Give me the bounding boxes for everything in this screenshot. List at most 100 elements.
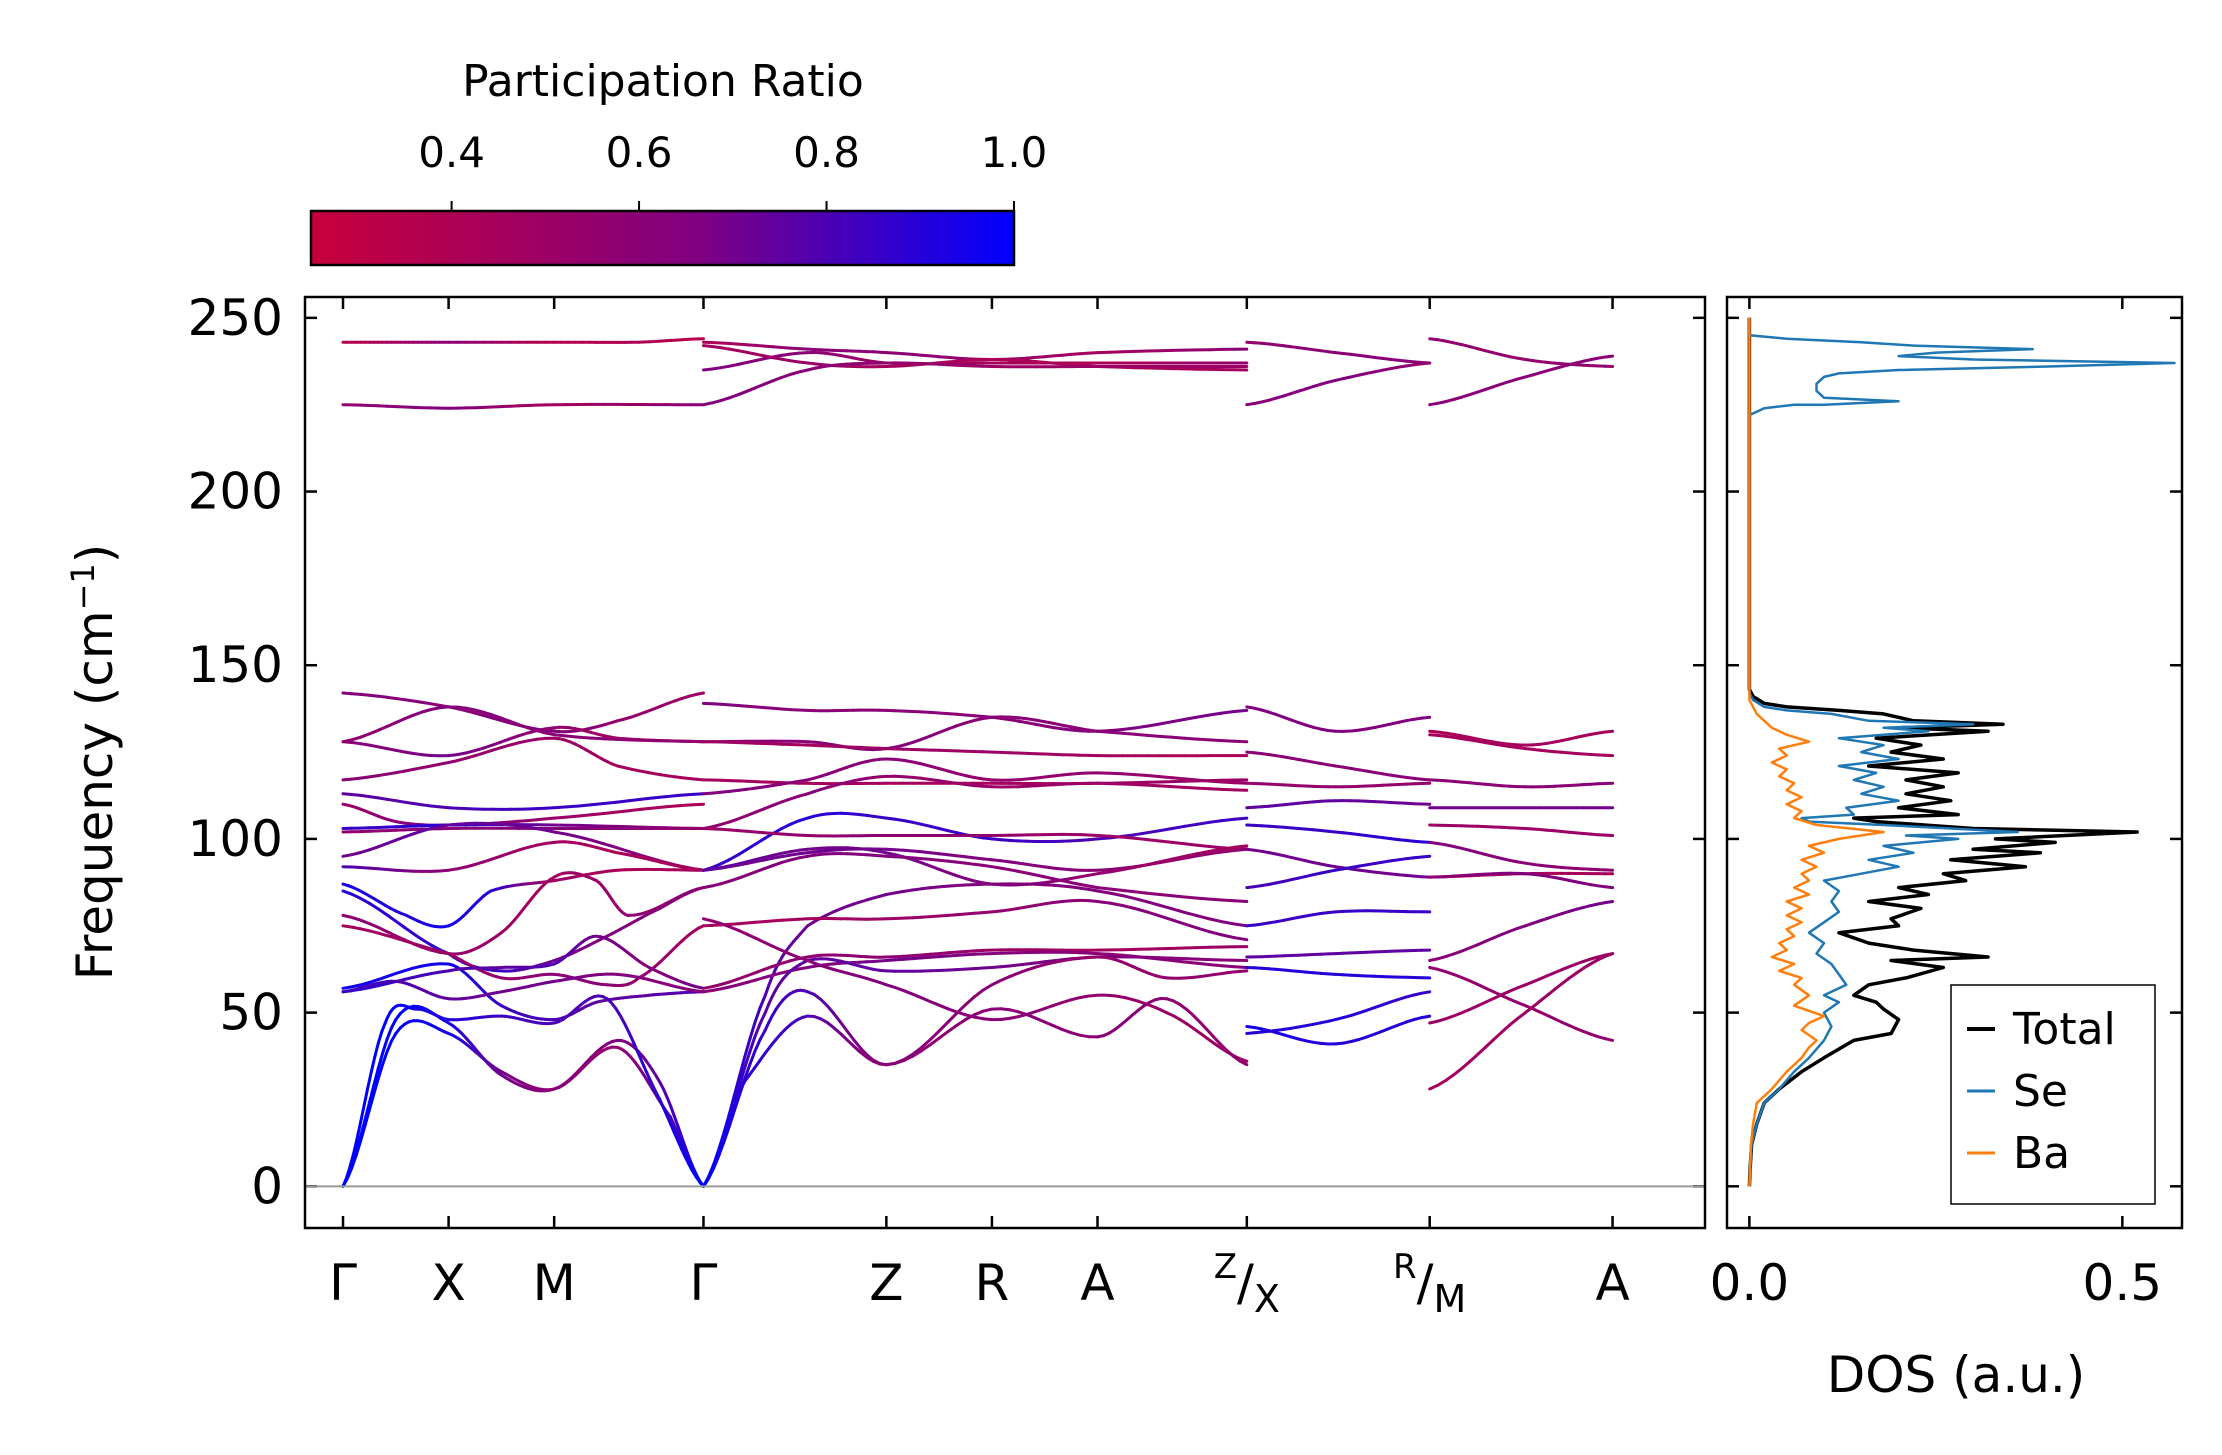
band-line-segment <box>1145 838 1162 843</box>
phonon-band <box>702 955 1249 1188</box>
phonon-band <box>702 361 1249 407</box>
band-line-segment <box>1108 952 1124 957</box>
band-line-segment <box>403 832 415 839</box>
band-line-segment <box>1052 1024 1064 1031</box>
band-line-segment <box>1016 1010 1029 1017</box>
band-line-segment <box>376 931 389 938</box>
band-line-segment <box>1133 890 1149 895</box>
colorbar: Participation Ratio 0.4 0.6 0.8 1.0 <box>309 56 1047 267</box>
band-line-segment <box>955 721 967 728</box>
band-line-segment <box>753 1058 762 1070</box>
phonon-band <box>1428 823 1615 837</box>
dos-x-tick-label: 0.0 <box>1710 1254 1790 1312</box>
band-line-segment <box>1208 779 1224 784</box>
band-line-segment <box>602 810 618 815</box>
dos-axes: 0.0 0.5 <box>1710 297 2182 1312</box>
band-line-segment <box>758 1028 767 1041</box>
band-line-segment <box>565 804 581 809</box>
band-line-segment <box>1460 1060 1472 1071</box>
band-line-segment <box>1220 780 1236 785</box>
band-line-segment <box>1145 829 1162 835</box>
band-line-segment <box>736 928 749 936</box>
band-line-segment <box>672 1114 680 1128</box>
band-line-segment <box>738 1066 747 1087</box>
band-line-segment <box>627 807 643 813</box>
phonon-band <box>1428 952 1615 1025</box>
band-line-segment <box>1420 990 1432 995</box>
band-line-segment <box>359 980 371 987</box>
band-line-segment <box>797 792 810 798</box>
band-line-segment <box>1043 1020 1055 1028</box>
band-line-segment <box>676 1124 684 1139</box>
band-line-segment <box>1120 772 1137 777</box>
band-line-segment <box>1096 868 1112 872</box>
band-line-segment <box>771 800 783 807</box>
band-line-segment <box>1145 860 1162 867</box>
band-line-segment <box>1120 726 1137 731</box>
phonon-band <box>1245 990 1432 1035</box>
kpoint-label-sub: X <box>1254 1277 1280 1321</box>
band-line-segment <box>367 1092 376 1112</box>
band-line-segment <box>376 982 389 988</box>
band-line-segment <box>707 1166 716 1180</box>
band-line-segment <box>1452 1067 1464 1077</box>
colorbar-tick-label: 0.4 <box>418 128 485 177</box>
band-line-segment <box>590 802 606 807</box>
band-line-segment <box>1208 897 1224 902</box>
band-line-segment <box>780 858 792 865</box>
band-line-segment <box>640 1060 649 1074</box>
band-line-segment <box>852 1038 862 1050</box>
band-line-segment <box>577 735 593 740</box>
band-line-segment <box>728 977 740 984</box>
band-line-segment <box>359 896 371 905</box>
band-line-segment <box>455 707 468 713</box>
band-line-segment <box>1208 787 1224 791</box>
band-line-segment <box>710 919 723 926</box>
band-line-segment <box>627 797 643 803</box>
band-line-segment <box>1183 822 1199 828</box>
band-line-segment <box>411 710 424 717</box>
band-line-segment <box>928 1029 941 1042</box>
band-line-segment <box>420 826 433 833</box>
band-line-segment <box>928 824 941 830</box>
phonon-band <box>341 1019 705 1188</box>
kpoint-label: Z/X <box>1214 1247 1280 1321</box>
band-line-segment <box>1195 896 1211 901</box>
band-line-segment <box>352 1137 359 1155</box>
band-line-segment <box>1603 354 1615 359</box>
band-line-segment <box>1145 900 1162 907</box>
phonon-band <box>702 945 1249 990</box>
band-line-segment <box>687 1155 694 1168</box>
band-line-segment <box>1183 715 1199 721</box>
band-line-segment <box>1208 711 1224 717</box>
band-line-segment <box>482 710 495 717</box>
band-line-segment <box>1183 910 1199 918</box>
band-line-segment <box>1145 722 1162 728</box>
band-line-segment <box>728 925 740 932</box>
band-line-segment <box>689 802 705 807</box>
band-line-segment <box>455 756 468 763</box>
band-line-segment <box>602 737 618 741</box>
band-line-segment <box>694 691 705 696</box>
band-line-segment <box>665 1095 673 1108</box>
band-line-segment <box>376 925 389 934</box>
band-line-segment <box>981 1007 994 1013</box>
phonon-band <box>341 840 705 873</box>
band-line-segment <box>964 995 976 1007</box>
band-line-segment <box>618 1013 627 1026</box>
band-line-segment <box>683 1145 691 1159</box>
band-line-segment <box>376 907 389 917</box>
phonon-band <box>702 827 1249 851</box>
band-line-segment <box>1183 777 1199 782</box>
band-line-segment <box>577 803 593 808</box>
phonon-band <box>702 340 1249 361</box>
band-line-segment <box>1436 1079 1448 1087</box>
colorbar-ticks: 0.4 0.6 0.8 1.0 <box>418 128 1047 265</box>
band-line-segment <box>623 1022 631 1034</box>
band-line-segment <box>838 1020 849 1033</box>
band-line-segment <box>429 824 442 830</box>
band-line-segment <box>702 1176 711 1188</box>
band-line-segment <box>552 733 569 738</box>
band-line-segment <box>743 1037 752 1059</box>
